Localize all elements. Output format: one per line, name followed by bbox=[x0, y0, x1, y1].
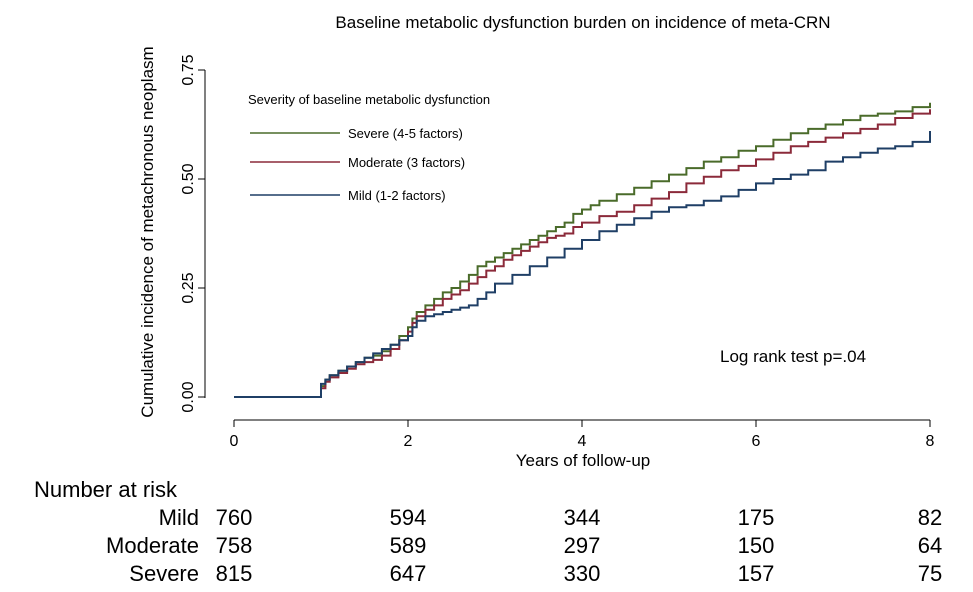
y-tick-label: 0.50 bbox=[180, 163, 197, 194]
y-tick-label: 0.75 bbox=[180, 54, 197, 85]
y-tick-label: 0.00 bbox=[180, 381, 197, 412]
risk-table-title: Number at risk bbox=[34, 477, 178, 502]
risk-cell: 150 bbox=[738, 533, 775, 558]
x-ticks: 0 2 4 6 8 bbox=[230, 420, 935, 450]
legend-entry-0: Severe (4-5 factors) bbox=[348, 126, 463, 141]
legend-title: Severity of baseline metabolic dysfuncti… bbox=[248, 92, 490, 107]
risk-cell: 760 bbox=[216, 505, 253, 530]
risk-cell: 589 bbox=[390, 533, 427, 558]
risk-cell: 594 bbox=[390, 505, 427, 530]
chart-title: Baseline metabolic dysfunction burden on… bbox=[335, 13, 830, 32]
risk-cell: 82 bbox=[918, 505, 942, 530]
y-tick-label: 0.25 bbox=[180, 272, 197, 303]
risk-row-label: Moderate bbox=[106, 533, 199, 558]
series-layer bbox=[234, 102, 931, 398]
x-tick-label: 0 bbox=[230, 433, 239, 450]
risk-cell: 175 bbox=[738, 505, 775, 530]
risk-row-label: Severe bbox=[129, 561, 199, 586]
risk-cell: 330 bbox=[564, 561, 601, 586]
risk-row-label: Mild bbox=[159, 505, 199, 530]
risk-table: Number at risk Mild 760 594 344 175 82 Moderat… bbox=[34, 477, 942, 586]
risk-cell: 344 bbox=[564, 505, 601, 530]
y-axis-title: Cumulative incidence of metachronous neo… bbox=[138, 46, 157, 417]
risk-cell: 75 bbox=[918, 561, 942, 586]
y-ticks: 0.00 0.25 0.50 0.75 bbox=[180, 54, 205, 413]
x-tick-label: 6 bbox=[752, 433, 761, 450]
legend-entry-1: Moderate (3 factors) bbox=[348, 155, 465, 170]
risk-cell: 647 bbox=[390, 561, 427, 586]
risk-cell: 64 bbox=[918, 533, 942, 558]
risk-cell: 157 bbox=[738, 561, 775, 586]
series-line-1 bbox=[234, 109, 931, 398]
x-tick-label: 8 bbox=[926, 433, 935, 450]
x-tick-label: 2 bbox=[404, 433, 413, 450]
legend-entry-2: Mild (1-2 factors) bbox=[348, 188, 446, 203]
x-tick-label: 4 bbox=[578, 433, 587, 450]
risk-cell: 297 bbox=[564, 533, 601, 558]
risk-cell: 815 bbox=[216, 561, 253, 586]
risk-cell: 758 bbox=[216, 533, 253, 558]
x-axis-title: Years of follow-up bbox=[516, 451, 651, 470]
log-rank-annotation: Log rank test p=.04 bbox=[720, 347, 866, 366]
series-line-2 bbox=[234, 131, 931, 398]
legend: Severity of baseline metabolic dysfuncti… bbox=[248, 92, 490, 203]
